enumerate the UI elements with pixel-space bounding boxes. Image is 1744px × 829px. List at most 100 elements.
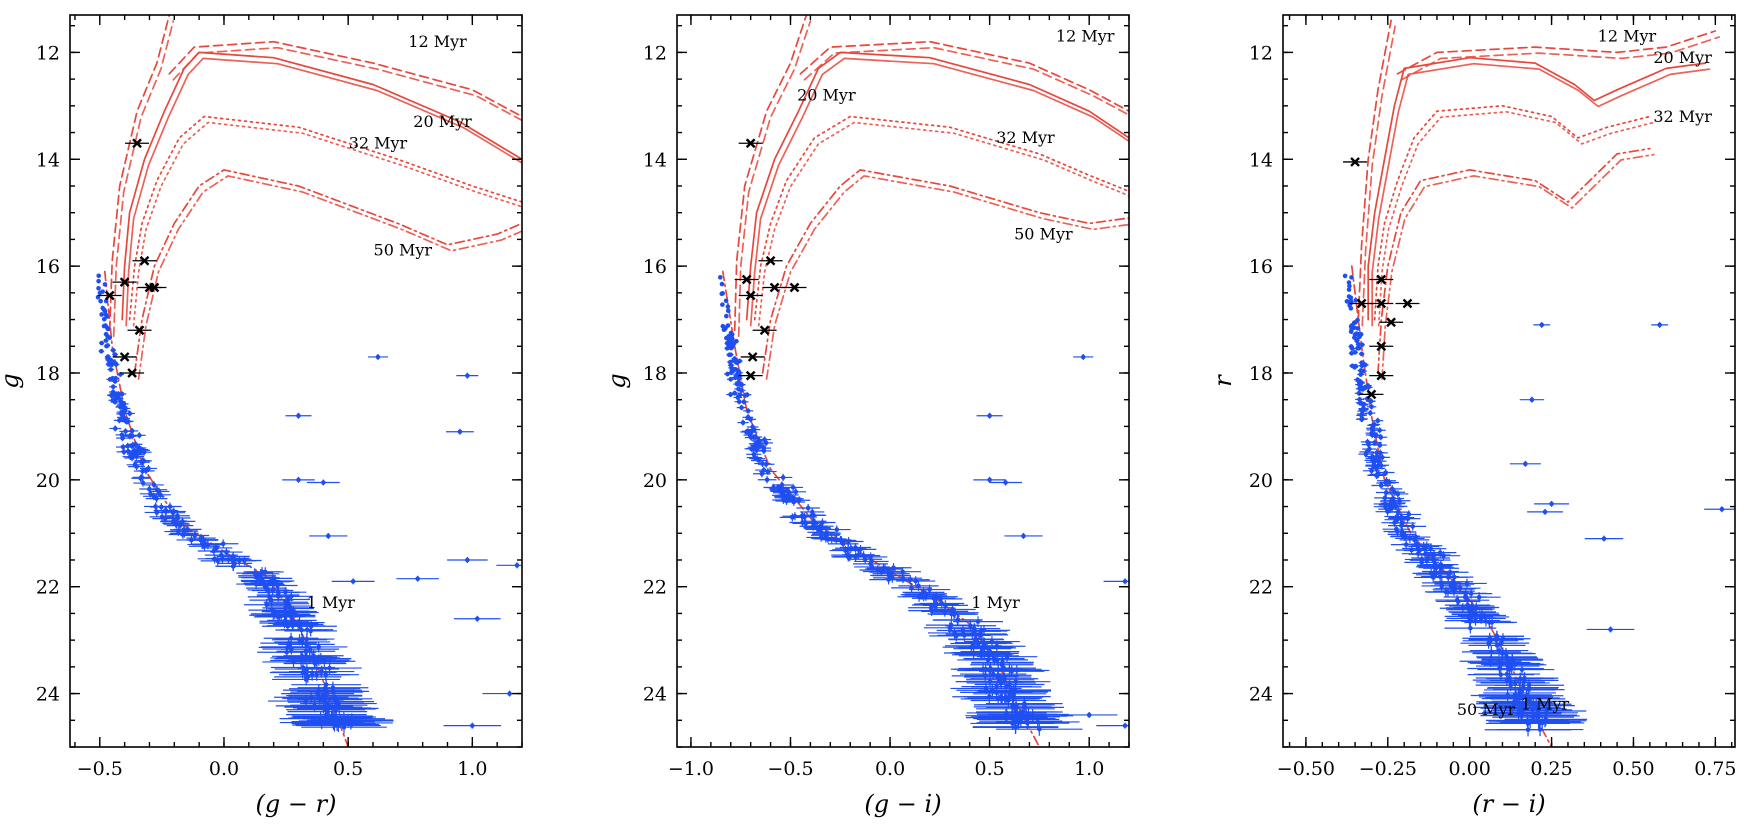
member-star [782, 512, 808, 521]
bright-star [1343, 157, 1368, 167]
member-star [744, 434, 758, 441]
member-star [1354, 331, 1359, 336]
member-star [1346, 294, 1352, 299]
member-star [788, 496, 811, 505]
y-axis-title: g [603, 373, 631, 388]
plot-area [717, 15, 1129, 747]
member-star [1431, 567, 1469, 578]
outlier-star [973, 476, 1006, 483]
member-star [103, 323, 108, 328]
member-star [955, 675, 1025, 688]
member-star [1399, 535, 1430, 545]
y-tick-label: 22 [36, 577, 60, 599]
isochrone-label: 32 Myr [996, 128, 1055, 147]
member-star [1349, 275, 1354, 280]
member-star [725, 304, 731, 309]
axes-frame [676, 14, 1130, 748]
member-star [745, 416, 757, 423]
member-star [774, 492, 796, 501]
isochrone-track [125, 57, 522, 327]
member-star [732, 358, 739, 364]
member-star [841, 550, 875, 560]
bright-star [740, 352, 765, 362]
member-star [1347, 283, 1352, 289]
outlier-star [396, 575, 439, 582]
member-star [1373, 500, 1397, 508]
member-star [109, 384, 118, 390]
isochrone-track [765, 175, 1129, 380]
member-star [730, 390, 739, 396]
isochrone-50-myr [761, 169, 1129, 374]
isochrone-track [132, 121, 522, 327]
member-star [161, 507, 186, 516]
member-star [215, 553, 250, 563]
outlier-star [482, 690, 522, 697]
member-star [112, 375, 120, 381]
member-star [137, 467, 155, 475]
x-tick-label: 0.5 [333, 758, 363, 780]
member-star [188, 541, 220, 551]
x-tick-label: −1.0 [668, 758, 714, 780]
member-star [164, 511, 190, 520]
outlier-star [1060, 711, 1118, 718]
member-star [270, 654, 332, 667]
y-tick-label: 24 [1249, 684, 1273, 706]
isochrone-label: 20 Myr [1653, 48, 1712, 67]
x-tick-label: 1.0 [457, 758, 487, 780]
member-star [752, 470, 771, 478]
isochrone-label: 12 Myr [408, 32, 467, 51]
member-star [961, 680, 1032, 693]
member-star [890, 574, 930, 585]
bright-star [112, 277, 137, 288]
member-star [954, 625, 1008, 637]
plot-area [95, 15, 522, 747]
member-star [725, 308, 731, 313]
member-star [909, 584, 951, 595]
member-star [290, 698, 368, 712]
bright-star [1369, 341, 1394, 352]
member-star [1492, 683, 1565, 696]
member-star [729, 336, 735, 341]
x-tick-label: 1.0 [1074, 758, 1104, 780]
member-star [1346, 287, 1352, 292]
member-star [1384, 488, 1406, 497]
member-star [1349, 346, 1356, 351]
member-star [1418, 561, 1454, 571]
member-star [770, 487, 792, 496]
y-tick-label: 16 [36, 256, 60, 278]
outlier-star [1704, 506, 1735, 513]
y-axis-title: g [0, 373, 24, 388]
member-star [973, 711, 1056, 725]
member-star [979, 683, 1052, 697]
member-star [106, 376, 114, 382]
member-star [729, 344, 735, 350]
isochrone-50-myr [133, 169, 522, 374]
member-star [1388, 521, 1415, 530]
member-star [750, 457, 767, 464]
bright-star [1379, 317, 1404, 328]
member-star [1366, 425, 1378, 432]
bright-star [120, 368, 145, 378]
member-star [1381, 518, 1408, 527]
member-star [158, 502, 182, 511]
member-star [310, 713, 394, 727]
member-star [1384, 512, 1410, 521]
member-star [1344, 299, 1350, 304]
isochrone-label: 1 Myr [307, 593, 356, 612]
y-tick-label: 20 [36, 470, 60, 492]
member-star [729, 332, 735, 337]
isochrone-track [137, 175, 522, 380]
member-star [289, 641, 348, 653]
member-star [1369, 449, 1385, 456]
member-star [143, 492, 165, 501]
member-star [1358, 406, 1369, 413]
member-star [292, 701, 372, 715]
member-star [126, 427, 139, 434]
member-star [1382, 485, 1403, 493]
outlier-star [306, 479, 340, 486]
member-star [801, 511, 827, 520]
member-star [1390, 540, 1422, 549]
isochrone-label: 12 Myr [1056, 27, 1115, 46]
member-star [727, 359, 734, 365]
member-star [754, 460, 771, 468]
